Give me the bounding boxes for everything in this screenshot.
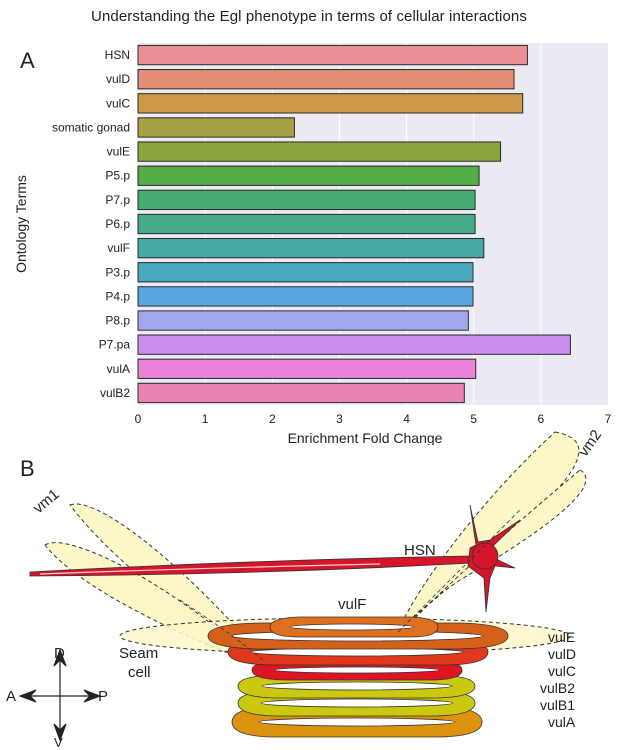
y-tick-label: vulF [107, 241, 130, 255]
y-tick-label: P5.p [105, 169, 130, 183]
y-tick-label: P3.p [105, 265, 130, 279]
bar [137, 213, 476, 235]
bar [137, 69, 515, 90]
bar [137, 382, 465, 404]
y-tick-label: vulA [107, 362, 130, 376]
vulf-label: vulF [338, 596, 367, 613]
seam-label-line2: cell [128, 664, 151, 681]
y-tick-label: HSN [105, 48, 130, 62]
bar [137, 237, 485, 259]
y-tick-label: vulB2 [100, 386, 130, 400]
enrichment-bar-chart: HSN vulD vulC somatic gonad vulE P5.p P7.p P6.p… [13, 43, 612, 445]
ring-label-vulB2: vulB2 [540, 680, 576, 696]
x-tick-label: 3 [336, 412, 343, 426]
x-tick-label: 7 [605, 412, 612, 426]
y-tick-label: P6.p [105, 217, 130, 231]
y-tick-label: vulE [107, 145, 130, 159]
bar [137, 262, 474, 283]
bar [137, 117, 295, 138]
bar [137, 334, 571, 355]
ring-label-vulC: vulC [548, 663, 577, 679]
hsn-neuron [29, 504, 521, 613]
bar [137, 310, 469, 331]
panel-b-letter: B [20, 456, 35, 481]
x-axis-label: Enrichment Fold Change [288, 430, 443, 445]
y-tick-label: P7.p [105, 193, 130, 207]
seam-label-line1: Seam [119, 645, 159, 662]
compass-d-label: D [54, 645, 65, 662]
y-tick-label: somatic gonad [52, 120, 130, 134]
panel-a-letter: A [20, 48, 35, 73]
y-tick-label: P4.p [105, 289, 130, 303]
ring-label-vulD: vulD [548, 646, 577, 662]
x-tick-label: 1 [202, 412, 209, 426]
x-tick-label: 6 [538, 412, 545, 426]
hsn-label: HSN [404, 542, 436, 559]
ring-label-vulE: vulE [548, 629, 576, 645]
bar [137, 358, 477, 379]
y-tick-label: vulC [106, 96, 130, 110]
compass-p-label: P [98, 688, 109, 705]
y-tick-label: P7.pa [99, 338, 131, 352]
figure-title: Understanding the Egl phenotype in terms… [91, 8, 527, 25]
bar [137, 189, 476, 211]
bar [137, 141, 502, 162]
x-tick-label: 4 [403, 412, 410, 426]
x-tick-label: 2 [269, 412, 276, 426]
bar [137, 44, 528, 66]
compass [18, 648, 102, 742]
y-tick-label: P8.p [105, 314, 130, 328]
ring-label-vulB1: vulB1 [540, 697, 576, 713]
bar [137, 93, 524, 114]
x-tick-label: 0 [135, 412, 142, 426]
vm2-muscle-upper [397, 431, 580, 633]
bar [137, 286, 474, 307]
compass-a-label: A [6, 688, 17, 705]
y-tick-label: vulD [106, 72, 130, 86]
x-tick-label: 5 [470, 412, 477, 426]
y-axis-label: Ontology Terms [13, 175, 29, 273]
compass-v-label: V [54, 735, 63, 750]
bar [137, 165, 480, 186]
ring-label-vulA: vulA [548, 714, 576, 730]
